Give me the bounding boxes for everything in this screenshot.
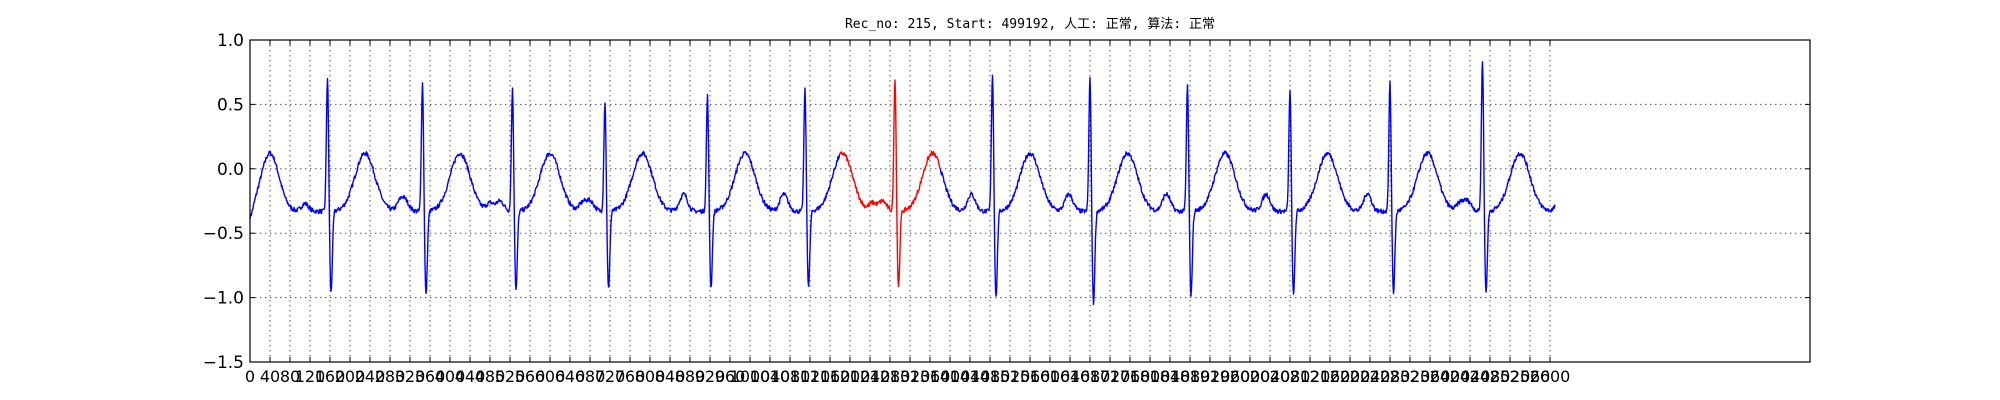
x-tick-label: 800 xyxy=(635,367,666,386)
x-tick-label: 1080 xyxy=(770,367,811,386)
x-tick-label: 1440 xyxy=(950,367,991,386)
x-tick-label: 1800 xyxy=(1130,367,1171,386)
x-tick-label: 320 xyxy=(395,367,426,386)
chart-title: Rec_no: 215, Start: 499192, 人工: 正常, 算法: … xyxy=(845,17,1215,32)
x-tick-label: 2080 xyxy=(1270,367,1311,386)
x-tick-label: 1640 xyxy=(1050,367,1091,386)
x-tick-label: 1000 xyxy=(730,367,771,386)
x-tick-label: 2120 xyxy=(1290,367,1331,386)
x-tick-label: 1520 xyxy=(990,367,1031,386)
x-tick-label: 2480 xyxy=(1470,367,1511,386)
y-axis-ticks: −1.5 −1.0 −0.5 0.0 0.5 1.0 xyxy=(203,31,1810,373)
x-tick-label: 1280 xyxy=(870,367,911,386)
x-tick-label: 360 xyxy=(415,367,446,386)
x-tick-label: 1880 xyxy=(1170,367,1211,386)
x-tick-label: 560 xyxy=(515,367,546,386)
x-tick-label: 1400 xyxy=(930,367,971,386)
x-tick-label: 200 xyxy=(335,367,366,386)
x-tick-label: 240 xyxy=(355,367,386,386)
x-tick-label: 400 xyxy=(435,367,466,386)
x-tick-label: 1200 xyxy=(830,367,871,386)
x-tick-label: 80 xyxy=(280,367,300,386)
x-tick-label: 1480 xyxy=(970,367,1011,386)
x-tick-label: 1360 xyxy=(910,367,951,386)
x-tick-label: 1760 xyxy=(1110,367,1151,386)
y-tick-label: 0.5 xyxy=(217,95,244,115)
ecg-trace-highlighted-beat xyxy=(839,79,941,288)
y-tick-label: 0.0 xyxy=(217,160,244,180)
x-tick-label: 160 xyxy=(315,367,346,386)
x-tick-label: 2280 xyxy=(1370,367,1411,386)
ecg-trace xyxy=(249,61,1556,306)
x-tick-label: 1840 xyxy=(1150,367,1191,386)
x-tick-label: 40 xyxy=(260,367,280,386)
x-tick-label: 600 xyxy=(535,367,566,386)
x-tick-label: 1240 xyxy=(850,367,891,386)
x-tick-label: 1040 xyxy=(750,367,791,386)
x-tick-label: 2360 xyxy=(1410,367,1451,386)
y-tick-label: −0.5 xyxy=(203,224,244,244)
series-layer xyxy=(249,61,1556,306)
x-tick-label: 2040 xyxy=(1250,367,1291,386)
x-tick-label: 880 xyxy=(675,367,706,386)
x-tick-label: 1720 xyxy=(1090,367,1131,386)
x-tick-label: 720 xyxy=(595,367,626,386)
x-tick-label: 2400 xyxy=(1430,367,1471,386)
x-tick-label: 2320 xyxy=(1390,367,1431,386)
x-tick-label: 680 xyxy=(575,367,606,386)
x-tick-label: 1680 xyxy=(1070,367,1111,386)
x-tick-label: 640 xyxy=(555,367,586,386)
x-tick-label: 520 xyxy=(495,367,526,386)
x-tick-label: 1960 xyxy=(1210,367,1251,386)
x-tick-label: 2240 xyxy=(1350,367,1391,386)
x-tick-label: 1320 xyxy=(890,367,931,386)
x-tick-label: 280 xyxy=(375,367,406,386)
x-tick-label: 1920 xyxy=(1190,367,1231,386)
y-tick-label: −1.5 xyxy=(203,353,244,373)
y-tick-label: −1.0 xyxy=(203,289,244,309)
x-tick-label: 440 xyxy=(455,367,486,386)
y-tick-label: 1.0 xyxy=(217,31,244,51)
x-axis-ticks: 0 40 8012016020024028032036040044048052056… xyxy=(245,40,1570,386)
x-tick-label: 760 xyxy=(615,367,646,386)
x-tick-label: 1120 xyxy=(790,367,831,386)
x-tick-label: 960 xyxy=(715,367,746,386)
x-tick-label: 2520 xyxy=(1490,367,1531,386)
x-tick-label: 2440 xyxy=(1450,367,1491,386)
x-tick-label: 2200 xyxy=(1330,367,1371,386)
x-tick-label: 2000 xyxy=(1230,367,1271,386)
x-tick-label: 2600 xyxy=(1530,367,1571,386)
x-tick-label: 120 xyxy=(295,367,326,386)
x-tick-label: 2560 xyxy=(1510,367,1551,386)
x-tick-label: 480 xyxy=(475,367,506,386)
x-tick-label: 1600 xyxy=(1030,367,1071,386)
x-tick-label: 0 xyxy=(245,367,255,386)
x-tick-label: 1160 xyxy=(810,367,851,386)
grid-lines xyxy=(250,40,1810,362)
x-tick-label: 1560 xyxy=(1010,367,1051,386)
x-tick-label: 920 xyxy=(695,367,726,386)
x-tick-label: 840 xyxy=(655,367,686,386)
x-tick-label: 2160 xyxy=(1310,367,1351,386)
